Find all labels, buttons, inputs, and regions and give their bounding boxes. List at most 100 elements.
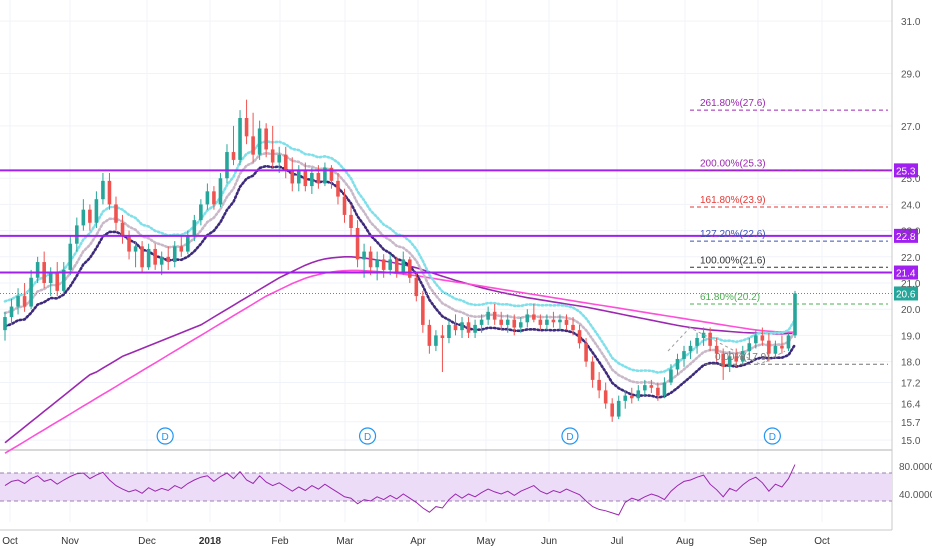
candle-body — [767, 340, 771, 354]
horizontal-levels[interactable]: 25.3 22.8 21.4 20.6 — [0, 163, 918, 301]
candle-body — [675, 358, 680, 370]
candle-body — [401, 259, 406, 273]
price-tick-label: 31.0 — [901, 17, 921, 28]
candle-body — [212, 191, 216, 205]
candle-body — [192, 220, 197, 236]
candle-body — [35, 262, 40, 278]
horizontal-level-tag — [894, 163, 918, 178]
candle-body — [290, 170, 295, 184]
rsi-tick-label: 40.0000 — [899, 490, 932, 501]
fib-level-label: 61.80%(20.2) — [700, 292, 760, 303]
time-tick-label: May — [477, 536, 496, 547]
candle-body — [81, 209, 86, 226]
rsi-tick-label: 80.0000 — [899, 462, 932, 473]
rsi-polyline — [4, 464, 796, 516]
candle-body — [518, 322, 523, 328]
candle-body — [701, 332, 706, 338]
candle-body — [708, 332, 712, 346]
candle-body — [610, 403, 614, 417]
candle-body — [264, 128, 268, 150]
candle-body — [394, 259, 399, 273]
price-tick-label: 17.2 — [901, 379, 921, 390]
candle-body — [238, 118, 242, 160]
candle-body — [747, 343, 752, 352]
price-tick-label: 20.0 — [901, 305, 921, 316]
horizontal-level-label: 21.4 — [896, 269, 916, 280]
candle-body — [297, 170, 301, 184]
candle-body — [590, 361, 595, 380]
price-tick-label: 19.0 — [901, 331, 921, 342]
candle-body — [159, 256, 164, 265]
candle-body — [714, 345, 719, 354]
candle-body — [120, 222, 125, 236]
price-tick-label: 25.0 — [901, 174, 921, 185]
dividend-marker — [763, 427, 781, 445]
candle-body — [682, 351, 686, 359]
candle-body — [564, 319, 569, 325]
candle-body — [407, 259, 412, 278]
price-tick-label: 23.0 — [901, 227, 921, 238]
dividend-marker — [561, 427, 579, 445]
candle-body — [754, 335, 758, 344]
candle-body — [140, 246, 144, 268]
candle-body — [551, 319, 556, 323]
fibonacci-levels[interactable]: 261.80%(27.6) 200.00%(25.3) 161.80%(23.9) 1… — [667, 98, 888, 365]
candle-body — [688, 345, 693, 352]
candle-body — [133, 246, 138, 252]
candle-body — [584, 343, 588, 362]
price-tick-label: 15.7 — [901, 418, 921, 429]
price-tick-label: 27.0 — [901, 122, 921, 133]
fib-level-label: 127.20%(22.6) — [700, 229, 766, 240]
candle-body — [656, 387, 660, 396]
candle-body — [22, 296, 27, 307]
fib-level-label: 0.00%(17.9) — [715, 352, 769, 363]
candle-body — [375, 259, 379, 268]
candle-body — [597, 379, 601, 391]
candle-body — [721, 353, 725, 367]
candle-body — [349, 214, 353, 228]
candle-body — [734, 356, 739, 362]
candle-body — [283, 154, 288, 171]
candle-body — [88, 209, 92, 223]
candle-body — [179, 246, 184, 252]
candle-body — [381, 259, 386, 270]
rsi-band-fill — [0, 473, 892, 501]
candle-body — [323, 167, 327, 184]
candle-body — [218, 178, 223, 205]
candle-body — [166, 256, 171, 263]
candle-body — [310, 173, 314, 187]
dividend-marker-label: D — [566, 432, 573, 443]
gridlines — [0, 0, 893, 531]
candle-body — [793, 293, 797, 336]
time-tick-label: Jul — [611, 536, 624, 547]
time-tick-label: Aug — [676, 536, 694, 547]
candle-body — [740, 351, 745, 362]
fib-level-label: 261.80%(27.6) — [700, 98, 766, 109]
candle-body — [257, 128, 262, 155]
time-tick-label: Mar — [336, 536, 354, 547]
last-price-tag — [894, 286, 918, 301]
candle-body — [68, 243, 73, 270]
candle-body — [577, 330, 582, 344]
candle-body — [760, 335, 765, 341]
horizontal-level-label: 22.8 — [896, 232, 916, 243]
candle-body — [205, 191, 210, 205]
candle-body — [629, 395, 634, 399]
candle-body — [453, 324, 458, 331]
moving-average-lines — [4, 255, 796, 454]
candle-body — [29, 277, 33, 307]
candle-body — [434, 335, 438, 346]
candle-body — [616, 400, 621, 417]
candle-body — [342, 196, 347, 215]
dividend-marker — [156, 427, 174, 445]
candle-body — [505, 319, 510, 325]
candle-body — [545, 319, 549, 325]
candle-body — [303, 170, 308, 187]
time-tick-label: Dec — [138, 536, 156, 547]
candle-body — [388, 259, 393, 270]
candle-body — [532, 314, 536, 320]
candle-body — [473, 324, 477, 333]
candle-body — [623, 395, 628, 401]
